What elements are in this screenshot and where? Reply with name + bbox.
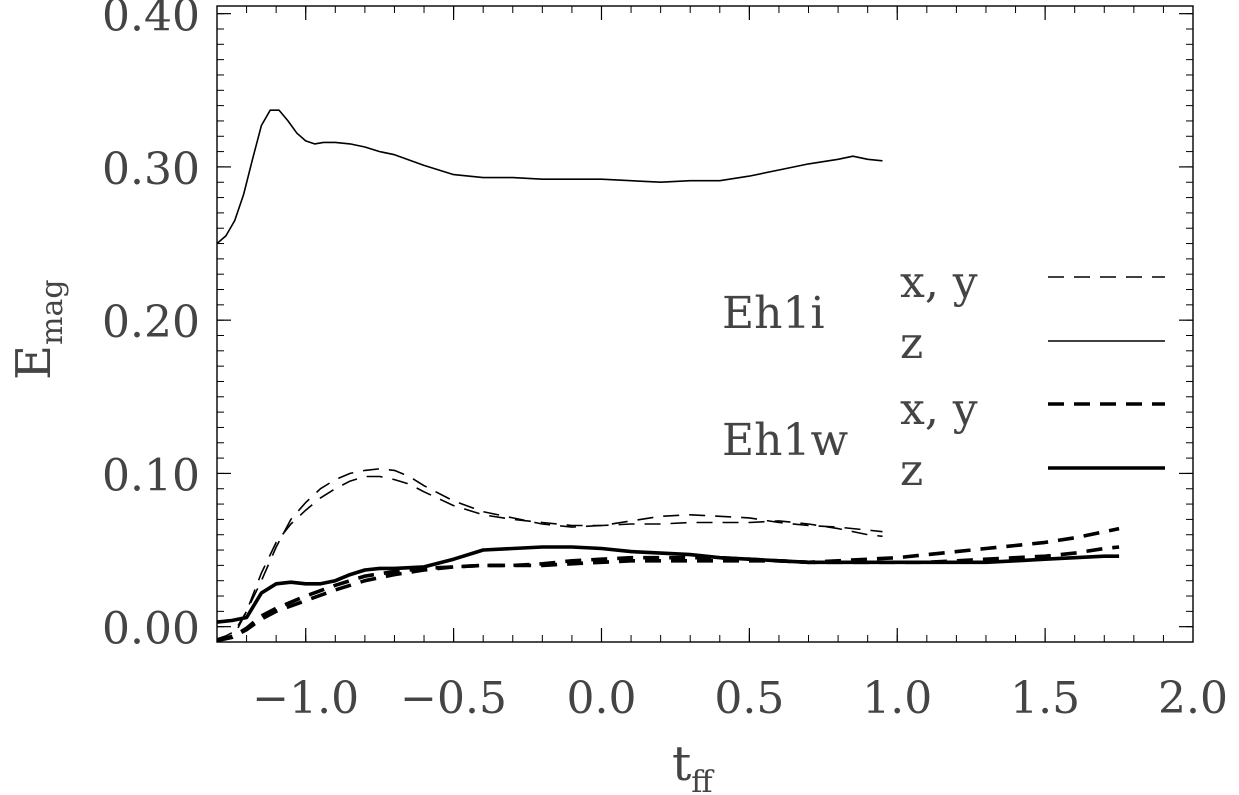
x-tick-label: 2.0 [1158,673,1228,724]
legend-entry-label: x, y [900,384,978,435]
x-tick-label: 1.0 [862,673,932,724]
y-tick-label: 0.40 [102,0,200,42]
x-tick-label: 0.0 [566,673,636,724]
y-axis-title: Emag [6,279,70,380]
plot-frame [216,5,1194,643]
y-axis-title-sub: mag [35,279,70,345]
x-tick-label: 0.5 [714,673,784,724]
legend: Eh1i Eh1w x, y z x, y z [722,257,1165,496]
x-axis-title: tff [672,736,715,795]
y-axis-title-main: E [6,345,62,380]
axis-titles: tff Emag [6,279,715,795]
y-tick-label: 0.30 [102,144,200,195]
series-eh1i-x [216,467,883,640]
plot-border [216,5,1194,643]
legend-group-label-eh1i: Eh1i [722,288,825,339]
x-tick-label: 1.5 [1010,673,1080,724]
x-axis-title-sub: ff [691,765,715,795]
x-tick-label: −1.0 [252,673,359,724]
series-eh1i-y [216,475,883,642]
series-eh1w-x [216,526,1120,643]
series-eh1w-y [216,545,1120,643]
legend-entry-label: z [900,318,923,369]
y-tick-label: 0.20 [102,297,200,348]
x-tick-label: −0.5 [400,673,507,724]
y-tick-label: 0.10 [102,450,200,501]
axis-ticks [217,6,1193,642]
legend-group-label-eh1w: Eh1w [722,415,848,466]
series-eh1i-z [216,109,883,245]
series-layer [216,109,1120,643]
y-tick-label: 0.00 [102,604,200,655]
legend-entry-label: x, y [900,257,978,308]
axis-tick-labels: −1.0 −0.5 0.0 0.5 1.0 1.5 2.0 0.00 0.10 0.20 0.30 0… [102,0,1228,724]
x-axis-title-main: t [672,736,691,792]
legend-entry-label: z [900,445,923,496]
series-eh1w-z [216,545,1120,624]
